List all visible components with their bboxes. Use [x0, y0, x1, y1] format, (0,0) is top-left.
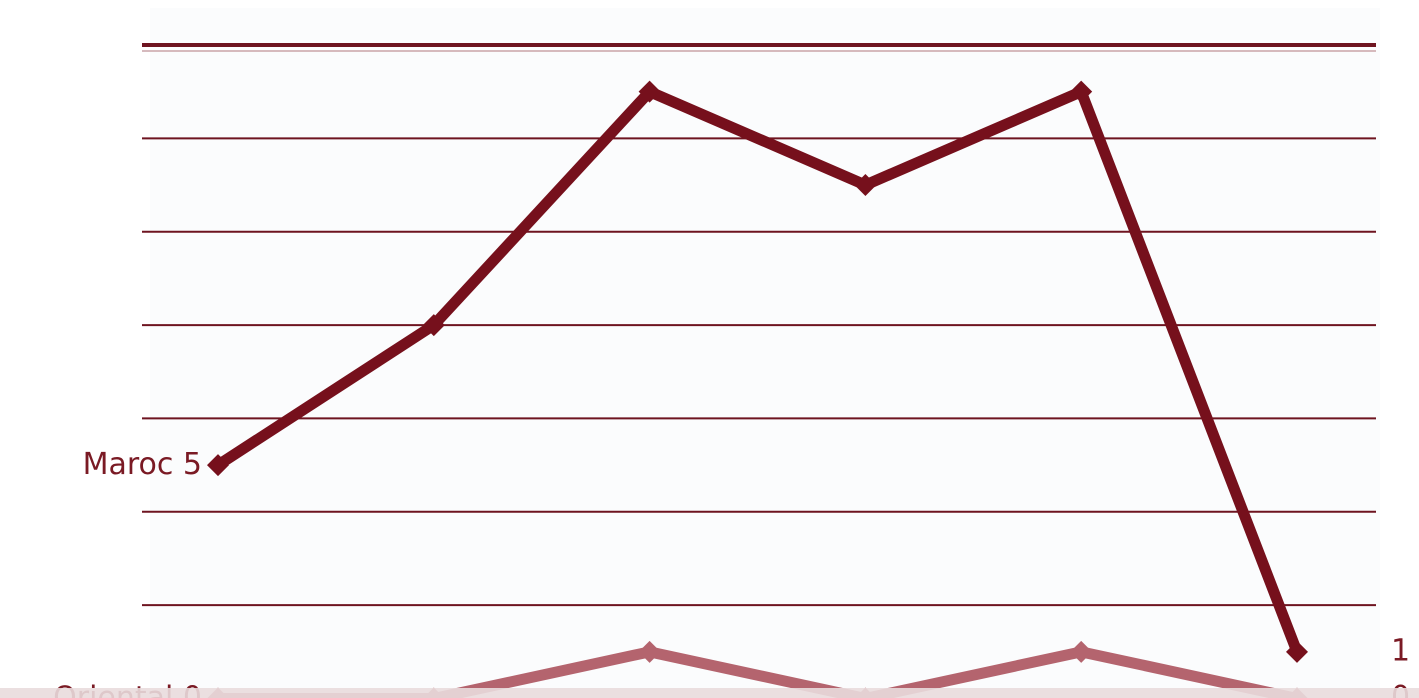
marker: [1286, 640, 1308, 663]
series-name: Maroc: [83, 447, 174, 482]
series-line: [215, 86, 1303, 654]
marker: [207, 454, 229, 477]
data-label: 1: [1391, 633, 1410, 668]
marker: [638, 640, 661, 663]
marker: [1070, 80, 1093, 103]
series-line: [218, 646, 1299, 698]
bottom-overlay: [0, 688, 1419, 698]
marker: [854, 174, 877, 197]
marker: [1070, 640, 1093, 663]
marker: [422, 314, 445, 337]
data-label: 5: [183, 447, 202, 482]
plot-area: [150, 8, 1380, 698]
series-start-label: Maroc 5: [83, 447, 202, 482]
marker: [638, 80, 661, 103]
